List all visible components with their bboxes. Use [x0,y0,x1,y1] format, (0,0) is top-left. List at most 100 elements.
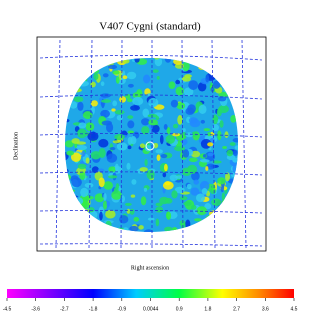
noise-blob [133,217,140,222]
noise-blob [107,175,118,179]
noise-blob [76,144,88,151]
noise-blob [130,194,136,198]
noise-blob [130,136,137,145]
noise-blob [77,163,87,170]
noise-blob [163,163,168,172]
noise-blob [141,125,150,135]
noise-blob [98,148,106,158]
noise-blob [205,166,209,171]
noise-blob [199,180,210,191]
noise-blob [98,138,109,148]
noise-blob [99,211,103,221]
noise-blob [106,122,114,133]
source-marker [145,141,155,151]
noise-blob [187,164,198,175]
noise-blob [185,107,195,115]
noise-blob [204,203,212,210]
noise-blob [216,108,222,117]
noise-blob [229,142,236,146]
noise-blob [126,162,131,170]
noise-blob [119,96,127,103]
noise-blob [102,73,109,78]
noise-blob [127,83,134,88]
noise-blob [182,61,190,72]
noise-blob [80,187,89,198]
colorbar [7,289,294,298]
noise-blob [230,115,237,123]
colorbar-axis: -4.5 -3.6 -2.7 -1.8 -0.9 0.0044 0.9 1.8 2.7 3.6 4.… [3,298,298,312]
noise-blob [147,217,155,221]
noise-blob [181,76,192,82]
noise-blob [141,118,150,126]
noise-blob [221,192,226,201]
colorbar-tick-label: -1.8 [89,306,98,312]
noise-blob [186,183,192,190]
noise-blob [90,151,101,160]
noise-blob [100,81,105,87]
noise-blob [156,154,161,162]
noise-blob [224,131,229,139]
noise-blob [166,211,172,220]
noise-blob [147,113,158,118]
noise-blob [225,172,231,182]
noise-blob [98,186,102,190]
coordinate-grid [39,39,263,249]
noise-blob [148,119,159,126]
noise-blob [103,181,113,190]
noise-blob [143,187,148,192]
noise-blob [156,76,160,80]
noise-blob [197,82,207,92]
grid-line [39,94,263,100]
y-axis-label: Declination [13,132,19,160]
x-axis-label: Right ascension [131,265,169,271]
noise-blob [114,133,125,141]
noise-blob [179,196,188,201]
noise-blob [193,179,200,185]
noise-blob [153,142,159,149]
noise-blob [182,149,190,158]
grid-line [39,133,263,138]
noise-blob [146,93,154,97]
noise-blob [170,99,179,108]
noise-blob [166,126,171,135]
noise-blob [205,74,210,83]
noise-blob [100,99,111,103]
noise-blob [174,186,185,194]
noise-blob [195,193,206,203]
noise-blob [112,100,118,107]
noise-blob [168,81,176,90]
noise-blob [109,147,116,151]
noise-blob [90,100,98,107]
noise-blob [189,119,201,128]
noise-blob [66,150,75,156]
noise-blob [210,87,215,92]
noise-blob [199,159,210,163]
noise-blob [155,218,160,227]
colorbar-tick-label: 4.5 [291,306,298,312]
noise-blob [190,205,197,210]
noise-blob [207,142,214,147]
colorbar-tick-label: -3.6 [31,306,40,312]
noise-blob [212,124,219,132]
noise-blob [212,80,221,89]
noise-blob [217,177,226,185]
noise-blob [84,182,94,188]
noise-blob [115,76,120,84]
noise-blob [131,179,137,185]
noise-blob [111,190,122,200]
noise-blob [125,202,132,207]
noise-blob [194,218,202,222]
noise-blob [155,115,160,121]
noise-blob [71,138,80,144]
noise-blob [106,200,111,207]
noise-blob [185,132,193,138]
noise-blob [211,184,216,192]
noise-blob [84,195,94,200]
noise-blob [116,142,128,151]
noise-blob [127,120,135,129]
noise-blob [100,93,111,98]
noise-blob [183,87,194,97]
noise-blob [85,157,90,164]
noise-blob [77,101,84,111]
noise-blob [127,115,134,119]
